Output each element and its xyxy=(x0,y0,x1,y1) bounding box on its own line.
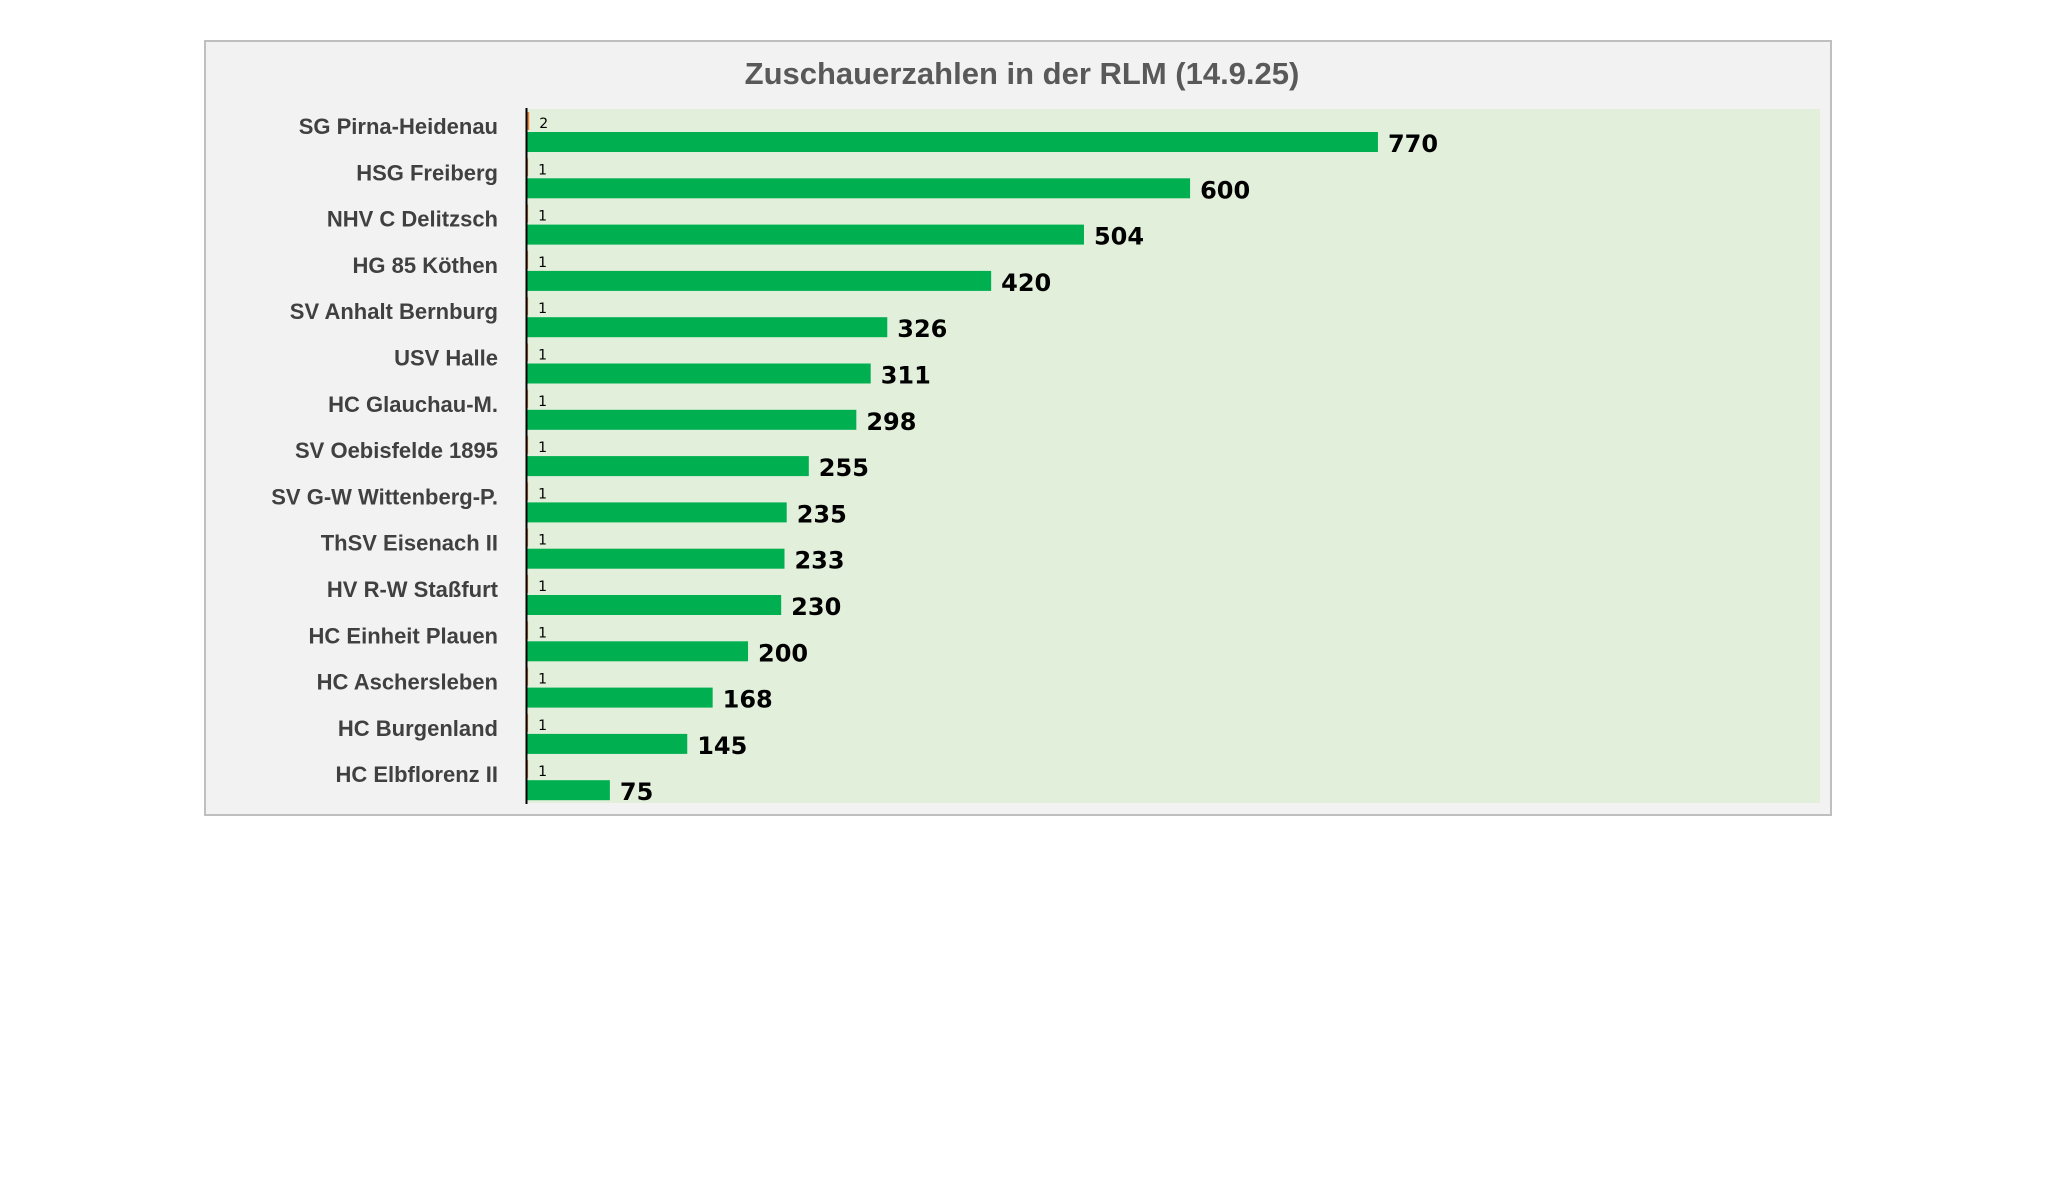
category-label: ThSV Eisenach II xyxy=(321,531,498,556)
category-label: USV Halle xyxy=(394,346,498,371)
value-bar xyxy=(527,548,785,569)
category-label: SG Pirna-Heidenau xyxy=(299,114,498,139)
value-label: 770 xyxy=(1388,130,1438,158)
small-value-label: 1 xyxy=(538,301,547,317)
labels-layer: SG Pirna-Heidenau 2 770 HSG Freiberg 1 600 NHV… xyxy=(271,114,1438,806)
small-value-label: 1 xyxy=(538,209,547,225)
category-label: NHV C Delitzsch xyxy=(327,207,498,232)
value-label: 75 xyxy=(620,778,653,806)
small-bar xyxy=(527,621,529,640)
value-label: 420 xyxy=(1001,269,1051,297)
category-label: SV G-W Wittenberg-P. xyxy=(271,484,498,509)
value-bar xyxy=(527,270,992,291)
small-value-label: 1 xyxy=(538,348,547,364)
category-label: HC Aschersleben xyxy=(317,670,498,695)
value-bar xyxy=(527,456,809,477)
small-bar xyxy=(527,528,529,547)
small-value-label: 1 xyxy=(538,162,547,178)
plot-area xyxy=(526,109,1820,803)
small-bar xyxy=(527,250,529,269)
small-value-label: 2 xyxy=(539,116,548,132)
small-value-label: 1 xyxy=(538,440,547,456)
value-bar xyxy=(527,132,1378,152)
value-label: 168 xyxy=(723,686,773,714)
category-label: HSG Freiberg xyxy=(356,160,498,185)
small-bar xyxy=(527,343,529,362)
category-label: HC Elbflorenz II xyxy=(335,762,498,787)
category-label: HG 85 Köthen xyxy=(353,253,498,278)
small-value-label: 1 xyxy=(538,718,547,734)
value-bar xyxy=(527,733,688,754)
value-bar xyxy=(527,780,610,801)
small-value-label: 1 xyxy=(538,255,547,271)
category-label: HC Glauchau-M. xyxy=(328,392,498,417)
small-bar xyxy=(527,389,529,408)
category-label: HV R-W Staßfurt xyxy=(327,577,499,602)
value-label: 200 xyxy=(758,639,808,667)
value-bar xyxy=(527,224,1084,245)
small-value-label: 1 xyxy=(538,625,547,641)
small-bar xyxy=(527,575,529,593)
small-bar xyxy=(527,667,529,686)
small-bar xyxy=(527,436,529,455)
value-label: 230 xyxy=(791,593,841,621)
bar-chart: Zuschauerzahlen in der RLM (14.9.25) SG … xyxy=(271,56,1820,806)
category-label: HC Einheit Plauen xyxy=(309,623,498,648)
small-bar xyxy=(527,158,529,177)
category-label: SV Anhalt Bernburg xyxy=(290,299,498,324)
small-bar xyxy=(527,713,529,732)
value-bar xyxy=(527,687,713,708)
small-value-label: 1 xyxy=(538,579,547,595)
value-bar xyxy=(527,502,787,523)
category-label: SV Oebisfelde 1895 xyxy=(295,438,498,463)
small-value-label: 1 xyxy=(538,672,547,688)
value-label: 600 xyxy=(1200,176,1250,204)
small-value-label: 1 xyxy=(538,764,547,780)
small-bar xyxy=(527,482,529,501)
category-label: HC Burgenland xyxy=(338,716,498,741)
value-label: 298 xyxy=(866,408,916,436)
small-value-label: 1 xyxy=(538,486,547,502)
small-bar xyxy=(527,204,529,223)
small-bar xyxy=(527,760,529,779)
value-label: 145 xyxy=(697,732,747,760)
value-label: 326 xyxy=(897,315,947,343)
value-bar xyxy=(527,595,782,615)
small-value-label: 1 xyxy=(538,394,547,410)
small-bar xyxy=(527,112,530,130)
value-bar xyxy=(527,409,857,430)
small-value-label: 1 xyxy=(538,533,547,549)
small-bar xyxy=(527,297,529,316)
bars-layer xyxy=(527,112,1378,801)
value-bar xyxy=(527,317,888,338)
value-label: 235 xyxy=(797,500,847,528)
value-label: 233 xyxy=(794,547,844,575)
value-bar xyxy=(527,363,871,384)
value-label: 504 xyxy=(1094,223,1144,251)
value-label: 311 xyxy=(881,362,931,390)
value-label: 255 xyxy=(819,454,869,482)
chart-title: Zuschauerzahlen in der RLM (14.9.25) xyxy=(745,56,1300,91)
chart-container: Zuschauerzahlen in der RLM (14.9.25) SG … xyxy=(204,40,1832,816)
value-bar xyxy=(527,641,749,662)
value-bar xyxy=(527,178,1191,199)
